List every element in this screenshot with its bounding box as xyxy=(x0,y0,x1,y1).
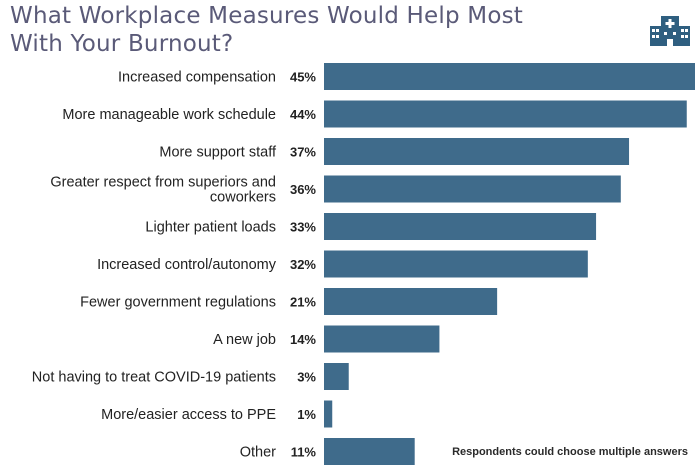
hospital-icon xyxy=(650,16,690,46)
value-label: 36% xyxy=(290,182,316,197)
value-label: 33% xyxy=(290,220,316,235)
bar xyxy=(324,288,498,315)
bar xyxy=(324,250,588,278)
bar xyxy=(324,363,349,390)
bar xyxy=(324,438,415,465)
category-label: A new job xyxy=(213,332,276,348)
value-label: 32% xyxy=(290,257,316,272)
category-label: Fewer government regulations xyxy=(80,295,276,311)
category-label: Increased control/autonomy xyxy=(97,257,277,273)
bar xyxy=(324,400,333,428)
category-label: coworkers xyxy=(210,190,276,206)
footnote: Respondents could choose multiple answer… xyxy=(452,446,688,458)
category-label: Other xyxy=(240,445,276,461)
value-label: 21% xyxy=(290,295,316,310)
bar xyxy=(324,100,687,128)
bar xyxy=(324,175,621,203)
category-label: Not having to treat COVID-19 patients xyxy=(32,370,276,386)
bar xyxy=(324,63,695,90)
value-label: 44% xyxy=(290,107,316,122)
chart-title: What Workplace Measures Would Help Most … xyxy=(10,3,524,57)
category-label: Increased compensation xyxy=(118,70,276,86)
category-label: Lighter patient loads xyxy=(145,220,276,236)
category-label: More support staff xyxy=(159,145,277,161)
category-label: More manageable work schedule xyxy=(62,107,276,123)
bar xyxy=(324,138,630,165)
category-label: More/easier access to PPE xyxy=(101,407,276,423)
value-label: 45% xyxy=(290,70,316,85)
value-label: 14% xyxy=(290,332,316,347)
bar xyxy=(324,325,440,353)
value-label: 37% xyxy=(290,145,316,160)
value-label: 11% xyxy=(291,445,317,460)
bar xyxy=(324,213,597,240)
value-label: 1% xyxy=(297,407,316,422)
category-label: Greater respect from superiors and xyxy=(50,175,276,191)
value-label: 3% xyxy=(297,370,316,385)
